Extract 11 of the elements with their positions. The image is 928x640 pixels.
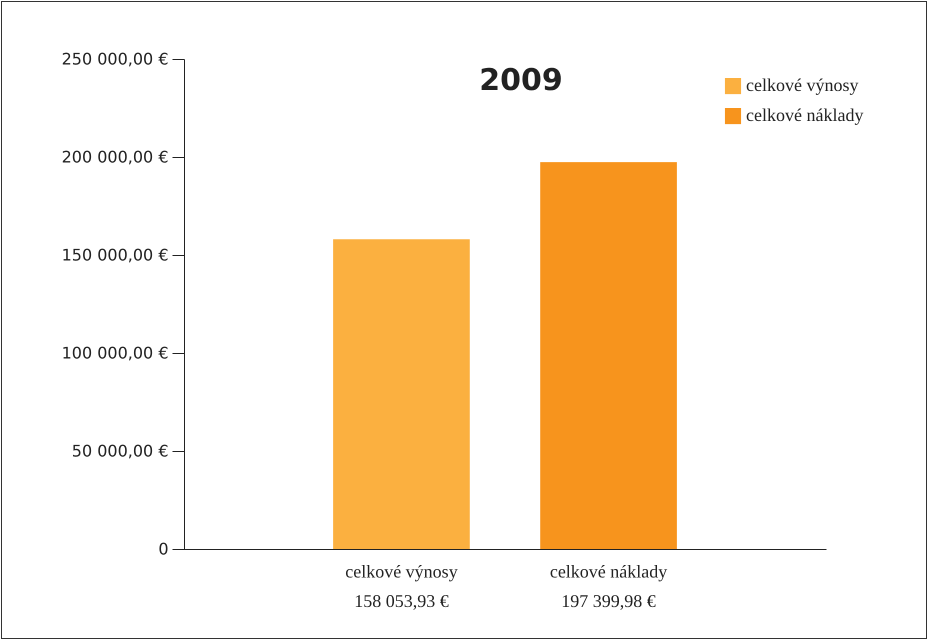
y-tick-label: 100 000,00 € [62, 344, 168, 362]
data-label: 158 053,93 € [354, 591, 449, 611]
legend-label: celkové náklady [746, 105, 864, 125]
y-tick-label: 50 000,00 € [72, 442, 168, 460]
y-tick-label: 200 000,00 € [62, 148, 168, 166]
y-tick-label: 250 000,00 € [62, 50, 168, 68]
y-tick-label: 0 [158, 540, 168, 558]
legend-label: celkové výnosy [746, 75, 858, 95]
data-label: 197 399,98 € [561, 591, 656, 611]
y-tick-label: 150 000,00 € [62, 246, 168, 264]
chart-title: 2009 [479, 63, 563, 98]
